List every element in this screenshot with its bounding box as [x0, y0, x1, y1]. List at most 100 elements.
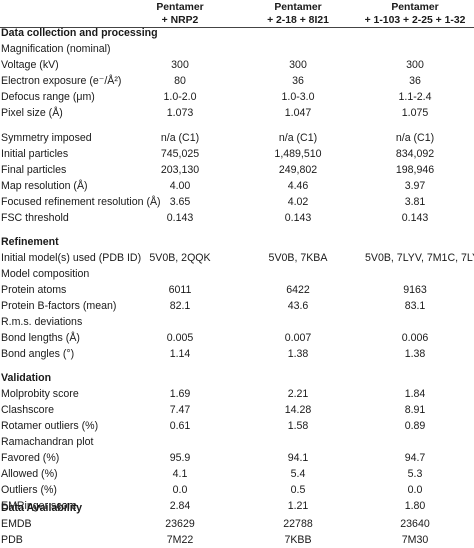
- row-label: Bond angles (°): [1, 348, 75, 360]
- table-row: Focused refinement resolution (Å) 3.65 4.0…: [0, 194, 474, 210]
- cell-2-18: 5.4: [290, 468, 306, 480]
- cell-1-103: 83.1: [404, 300, 426, 312]
- cell-nrp2: 23629: [165, 518, 195, 530]
- column-header-2-18-8i21: Pentamer + 2-18 + 8I21: [238, 1, 358, 27]
- row-label: Pixel size (Å): [1, 107, 63, 119]
- column-header-line2: + 1-103 + 2-25 + 1-32: [364, 15, 466, 26]
- table-row: R.m.s. deviations: [0, 314, 474, 330]
- table-row: Outliers (%) 0.0 0.5 0.0: [0, 482, 474, 498]
- column-header-line1: Pentamer: [156, 2, 204, 13]
- table-row: Rotamer outliers (%) 0.61 1.58 0.89: [0, 418, 474, 434]
- cell-nrp2: 1.69: [169, 388, 191, 400]
- cell-1-103: 0.89: [404, 420, 426, 432]
- column-header-line1: Pentamer: [274, 2, 322, 13]
- row-label: Clashscore: [1, 404, 54, 416]
- table-row: PDB 7M22 7KBB 7M30: [0, 532, 474, 548]
- table-row: Initial particles 745,025 1,489,510 834,092: [0, 146, 474, 162]
- cell-2-18: 1.047: [284, 107, 312, 119]
- cell-1-103: n/a (C1): [395, 132, 435, 144]
- cell-1-103: 36: [409, 75, 421, 87]
- table-row: Data collection and processing: [0, 25, 474, 41]
- column-header-line1: Pentamer: [391, 2, 439, 13]
- row-label: Outliers (%): [1, 484, 57, 496]
- table-row: Defocus range (μm) 1.0-2.0 1.0-3.0 1.1-2.4: [0, 89, 474, 105]
- cell-nrp2: 0.143: [166, 212, 194, 224]
- cell-1-103: 5.3: [407, 468, 423, 480]
- row-label: Magnification (nominal): [1, 43, 111, 55]
- cell-nrp2: 82.1: [169, 300, 191, 312]
- cell-2-18: 4.46: [287, 180, 309, 192]
- table-row: Ramachandran plot: [0, 434, 474, 450]
- table-row: Symmetry imposed n/a (C1) n/a (C1) n/a (C1): [0, 130, 474, 146]
- table-row: Bond lengths (Å) 0.005 0.007 0.006: [0, 330, 474, 346]
- table-row: EMRinger score 2.84 1.21 1.80: [0, 498, 474, 514]
- row-label: Map resolution (Å): [1, 180, 88, 192]
- row-label: Bond lengths (Å): [1, 332, 80, 344]
- cell-2-18: 7KBB: [284, 534, 312, 546]
- cell-2-18: 4.02: [287, 196, 309, 208]
- table-row: EMDB 23629 22788 23640: [0, 516, 474, 532]
- row-label: Data collection and processing: [1, 27, 158, 39]
- cell-nrp2: 7.47: [169, 404, 191, 416]
- cell-1-103: 1.80: [404, 500, 426, 512]
- column-header-line2: + NRP2: [161, 15, 199, 26]
- cell-1-103: 1.84: [404, 388, 426, 400]
- cell-2-18: 1.21: [287, 500, 309, 512]
- row-label: Final particles: [1, 164, 67, 176]
- cell-1-103: 300: [406, 59, 424, 71]
- row-label: Molprobity score: [1, 388, 79, 400]
- cell-nrp2: 80: [174, 75, 186, 87]
- table-row: Favored (%) 95.9 94.1 94.7: [0, 450, 474, 466]
- cell-nrp2: 1.073: [166, 107, 194, 119]
- table-row: Initial model(s) used (PDB ID) 5V0B, 2QQK…: [0, 250, 474, 266]
- cell-2-18: 300: [289, 59, 307, 71]
- cell-1-103: 3.81: [404, 196, 426, 208]
- cell-1-103: 7M30: [401, 534, 429, 546]
- cell-2-18: n/a (C1): [278, 132, 318, 144]
- column-header-nrp2: Pentamer + NRP2: [130, 1, 230, 27]
- cell-nrp2: 7M22: [166, 534, 194, 546]
- row-label: FSC threshold: [1, 212, 69, 224]
- cell-1-103: 0.006: [401, 332, 429, 344]
- table-row: Bond angles (°) 1.14 1.38 1.38: [0, 346, 474, 362]
- cell-2-18: 5V0B, 7KBA: [268, 252, 328, 264]
- cell-2-18: 22788: [283, 518, 313, 530]
- table-row: Voltage (kV) 300 300 300: [0, 57, 474, 73]
- row-label: Rotamer outliers (%): [1, 420, 99, 432]
- header-rule: [0, 27, 474, 28]
- row-label: Voltage (kV): [1, 59, 59, 71]
- cell-1-103: 834,092: [395, 148, 435, 160]
- cell-2-18: 14.28: [284, 404, 312, 416]
- cell-nrp2: 5V0B, 2QQK: [149, 252, 211, 264]
- cell-nrp2: 4.1: [172, 468, 188, 480]
- row-label: Electron exposure (e⁻/Å²): [1, 75, 122, 87]
- row-label: EMRinger score: [1, 500, 77, 512]
- row-label: Protein atoms: [1, 284, 67, 296]
- row-label: Model composition: [1, 268, 90, 280]
- cell-nrp2: 2.84: [169, 500, 191, 512]
- cell-nrp2: 6011: [168, 284, 192, 296]
- table-row: Protein atoms 6011 6422 9163: [0, 282, 474, 298]
- cell-1-103: 198,946: [395, 164, 435, 176]
- cell-2-18: 2.21: [287, 388, 309, 400]
- table-row: Final particles 203,130 249,802 198,946: [0, 162, 474, 178]
- row-label: Refinement: [1, 236, 59, 248]
- row-label: Symmetry imposed: [1, 132, 92, 144]
- row-label: R.m.s. deviations: [1, 316, 83, 328]
- cell-2-18: 6422: [286, 284, 310, 296]
- cell-2-18: 249,802: [278, 164, 318, 176]
- cell-1-103: 94.7: [404, 452, 426, 464]
- table-row: Data Availability: [0, 500, 474, 516]
- table-row: Pixel size (Å) 1.073 1.047 1.075: [0, 105, 474, 121]
- row-label: EMDB: [1, 518, 32, 530]
- row-label: Initial model(s) used (PDB ID): [1, 252, 142, 264]
- cell-nrp2: 4.00: [169, 180, 191, 192]
- cell-1-103: 3.97: [404, 180, 426, 192]
- table-row: Allowed (%) 4.1 5.4 5.3: [0, 466, 474, 482]
- cell-nrp2: 300: [171, 59, 189, 71]
- cell-1-103: 1.075: [401, 107, 429, 119]
- cell-2-18: 1.0-3.0: [281, 91, 315, 103]
- cell-nrp2: 95.9: [169, 452, 191, 464]
- row-label: Protein B-factors (mean): [1, 300, 117, 312]
- column-header-1-103-2-25-1-32: Pentamer + 1-103 + 2-25 + 1-32: [345, 1, 474, 27]
